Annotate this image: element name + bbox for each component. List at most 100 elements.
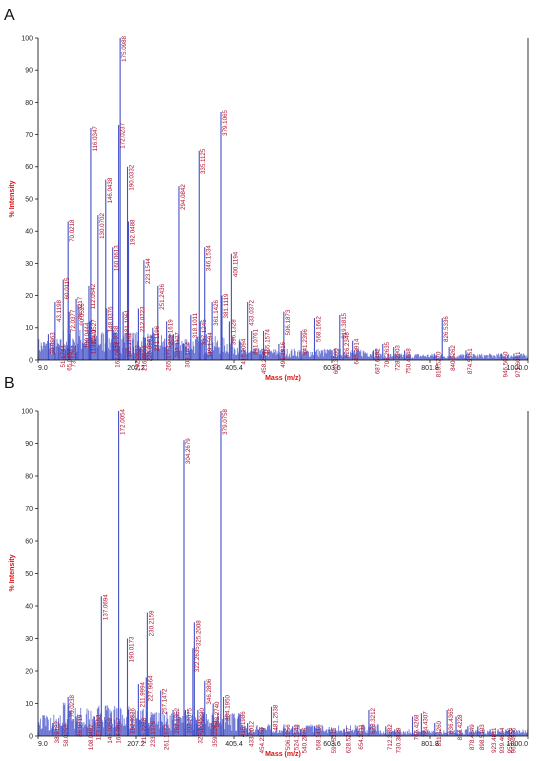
peak-label: 172.0054 [120,408,127,434]
peak-label: 265.1771 [166,345,173,371]
peak-label: 318.1011 [192,312,199,338]
peak-label: 108.0492 [88,724,95,750]
y-axis-title-b: % Intensity [9,554,16,591]
peak-label: 164.0967 [116,717,123,743]
x-tick-label: 603.6 [323,741,341,748]
peak-label: 73.1262 [71,345,78,368]
peak-label: 454.2360 [259,727,266,753]
y-tick-label: 30 [25,636,33,643]
peak-label: 241.1196 [154,325,161,351]
y-tick-label: 80 [25,473,33,480]
peak-label: 826.5336 [443,316,450,342]
peak-label: 215.2258 [141,717,148,743]
peak-label: 359.2260 [212,720,219,746]
peak-label: 363.2740 [214,701,221,727]
peak-label: 361.1426 [213,299,220,325]
peak-label: 223.1544 [145,258,152,284]
peak-label: 654.3311 [358,724,365,750]
peaks-layer-b [37,411,529,736]
peak-label: 227.9664 [147,675,154,701]
peak-label: 162.0634 [115,341,122,367]
peak-label: 160.0613 [114,245,121,271]
peak-label: 325.2008 [195,620,202,646]
y-tick-label: 90 [25,68,33,75]
y-tick-label: 20 [25,668,33,675]
peak-label: 251.2436 [159,283,166,309]
peak-label: 72.0377 [70,309,77,332]
panel-letter-b: B [4,375,15,392]
peak-label: 202.0628 [134,345,141,371]
peak-label: 86.0217 [77,296,84,319]
peak-label: 123.0553 [95,714,102,740]
peak-label: 58.0258 [63,724,70,747]
x-tick-label: 207.2 [127,741,145,748]
peak-label: 626.2346 [344,332,351,358]
peak-label: 433.0372 [249,299,256,325]
peak-label: 603.3560 [333,348,340,374]
peak-label: 750.4848 [406,348,413,374]
peak-label: 175.0988 [121,35,128,61]
peak-label: 233.1376 [150,720,157,746]
peak-label: 146.0438 [107,177,114,203]
peak-label: 112.0542 [90,283,97,309]
y-tick-label: 50 [25,571,33,578]
peak-label: 148.0376 [108,306,115,332]
y-tick-label: 30 [25,261,33,268]
peak-label: 226.0961 [146,335,153,361]
x-axis-title-b: Mass (m/z) [265,751,301,758]
peak-label: 146.0252 [107,717,114,743]
plot-area-b [38,411,528,736]
peak-label: 130.0702 [99,213,106,239]
y-tick-label: 80 [25,100,33,107]
peak-label: 506.1873 [285,309,292,335]
y-tick-label: 50 [25,196,33,203]
x-tick-label: 603.6 [323,365,341,372]
x-tick-label: 801.8 [421,741,439,748]
peak-label: 261.1672 [164,724,171,750]
peak-label: 415.1986 [240,711,247,737]
peak-label: 810.5270 [435,351,442,377]
peak-label: 116.0347 [92,126,99,152]
peak-label: 481.2538 [273,704,280,730]
peak-label: 811.4260 [436,720,443,746]
y-tick-label: 70 [25,506,33,513]
peak-label: 898.5103 [479,724,486,750]
peak-label: 43.1198 [56,299,63,321]
peak-label: 568.1415 [315,724,322,750]
axes-a: 0 10 20 30 40 50 60 70 80 90 100 9.0 207.2 405.4 603.6… [21,35,529,372]
y-tick-label: 100 [21,408,33,415]
peak-label: 60.0115 [64,277,71,299]
peak-label: 379.1065 [222,110,229,136]
peak-label: 346.2806 [206,678,213,704]
peak-label: 70.0238 [69,694,76,717]
peak-label: 396.1328 [230,319,237,345]
peak-label: 211.9994 [139,681,146,707]
x-axis-title-a: Mass (m/z) [265,375,301,382]
peak-label: 458.2547 [261,348,268,374]
x-tick-label: 207.2 [127,365,145,372]
peak-label: 730.3829 [396,727,403,753]
x-tick-label: 405.4 [225,741,243,748]
peak-label: 540.2846 [302,727,309,753]
peak-label: 971.6051 [515,351,522,377]
peak-label: 172.0237 [120,122,127,148]
x-tick-label: 1000.0 [507,365,529,372]
peak-label: 939.4664 [499,727,506,753]
peak-label: 30.0963 [49,332,56,355]
peak-label: 230.2159 [148,610,155,636]
peak-label: 185.1162 [126,332,133,358]
peak-label: 269.1619 [168,319,175,345]
x-tick-label: 1000.0 [507,741,529,748]
peak-label: 216.0651 [141,345,148,371]
peak-label: 212.0723 [139,306,146,332]
peak-label: 619.3815 [341,312,348,338]
peak-label: 568.1662 [315,316,322,342]
peak-label: 304.2679 [185,438,192,464]
y-tick-label: 0 [29,733,33,740]
peak-label: 955.4926 [507,727,514,753]
peak-label: 379.0758 [222,408,229,434]
